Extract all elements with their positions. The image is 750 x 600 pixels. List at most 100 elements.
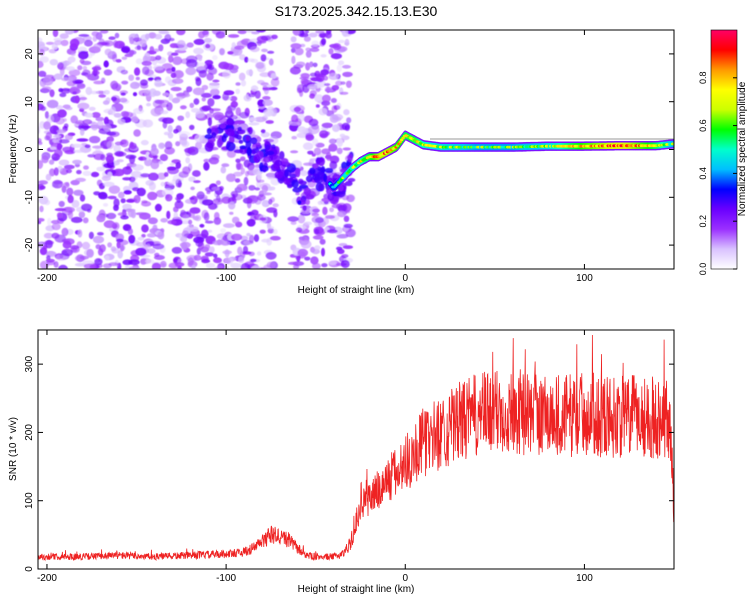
- noise-blob: [166, 210, 171, 220]
- noise-blob: [177, 115, 185, 121]
- noise-blob: [108, 185, 121, 194]
- noise-blob: [101, 175, 111, 182]
- noise-blob: [129, 155, 136, 164]
- noise-blob: [190, 186, 195, 191]
- noise-blob: [178, 131, 191, 137]
- noise-blob: [100, 30, 109, 34]
- noise-blob: [171, 97, 181, 104]
- noise-blob: [242, 245, 249, 254]
- noise-blob: [94, 258, 103, 266]
- noise-blob: [195, 238, 204, 247]
- noise-cluster: [303, 187, 312, 196]
- noise-blob: [116, 238, 124, 243]
- noise-blob: [291, 135, 298, 140]
- noise-blob: [127, 228, 133, 235]
- noise-blob: [270, 77, 280, 87]
- noise-blob: [173, 211, 178, 220]
- noise-blob: [170, 86, 182, 92]
- noise-blob: [119, 244, 125, 252]
- noise-blob: [210, 88, 220, 97]
- noise-blob: [132, 164, 144, 171]
- noise-cluster: [238, 139, 244, 144]
- noise-blob: [246, 232, 251, 237]
- noise-blob: [182, 166, 191, 175]
- noise-blob: [315, 104, 320, 108]
- noise-blob: [309, 61, 314, 68]
- noise-blob: [107, 195, 117, 200]
- noise-blob: [240, 167, 246, 175]
- noise-blob: [303, 36, 311, 42]
- noise-blob: [62, 118, 67, 122]
- noise-blob: [77, 102, 90, 110]
- noise-blob: [300, 170, 308, 177]
- noise-blob: [39, 205, 44, 213]
- noise-blob: [43, 121, 51, 130]
- noise-blob: [120, 198, 126, 204]
- noise-blob: [215, 180, 221, 186]
- noise-blob: [240, 79, 247, 87]
- noise-blob: [38, 242, 43, 249]
- noise-blob: [103, 69, 113, 76]
- noise-blob: [158, 161, 163, 165]
- y-tick-label: -20: [24, 237, 35, 252]
- noise-blob: [38, 103, 45, 111]
- noise-cluster: [317, 156, 325, 167]
- noise-blob: [320, 69, 330, 76]
- noise-blob: [260, 35, 272, 41]
- noise-blob: [83, 165, 89, 170]
- noise-blob: [234, 45, 245, 50]
- noise-blob: [56, 129, 67, 134]
- noise-blob: [254, 187, 261, 191]
- noise-blob: [140, 139, 149, 146]
- noise-blob: [287, 261, 300, 265]
- colorbar-tick-label: 0.8: [698, 72, 708, 85]
- noise-blob: [140, 79, 148, 86]
- noise-blob: [49, 125, 60, 135]
- noise-blob: [325, 215, 336, 219]
- noise-blob: [135, 58, 143, 65]
- noise-blob: [158, 44, 164, 52]
- noise-blob: [133, 37, 142, 42]
- noise-blob: [263, 108, 274, 117]
- noise-cluster: [327, 193, 335, 201]
- noise-blob: [121, 56, 128, 60]
- noise-blob: [134, 67, 141, 76]
- noise-blob: [78, 211, 86, 219]
- x-tick-label: -100: [216, 273, 236, 284]
- noise-blob: [167, 220, 177, 225]
- noise-cluster: [236, 134, 242, 140]
- noise-blob: [247, 58, 255, 62]
- y-tick-label: 300: [24, 355, 35, 372]
- noise-blob: [64, 134, 73, 141]
- noise-blob: [136, 187, 146, 197]
- noise-cluster: [251, 149, 256, 155]
- noise-blob: [249, 46, 260, 53]
- noise-cluster: [225, 141, 236, 152]
- noise-cluster: [255, 142, 261, 148]
- noise-blob: [96, 120, 104, 129]
- colorbar-label: Normalized spectral amplitude: [737, 81, 748, 216]
- noise-blob: [342, 245, 354, 250]
- snr-series-line: [38, 335, 674, 562]
- noise-blob: [324, 31, 332, 39]
- noise-blob: [120, 69, 128, 75]
- noise-blob: [246, 195, 259, 204]
- noise-blob: [64, 30, 74, 35]
- noise-blob: [83, 263, 96, 269]
- noise-blob: [91, 112, 101, 118]
- noise-blob: [227, 34, 240, 38]
- noise-blob: [186, 59, 198, 68]
- noise-blob: [262, 99, 273, 106]
- noise-blob: [343, 109, 350, 116]
- noise-blob: [313, 147, 322, 156]
- noise-blob: [177, 180, 182, 188]
- noise-blob: [45, 173, 52, 181]
- noise-blob: [154, 203, 162, 212]
- noise-blob: [148, 172, 159, 181]
- noise-cluster: [317, 166, 322, 172]
- noise-blob: [104, 255, 110, 261]
- noise-blob: [230, 262, 242, 269]
- noise-blob: [84, 144, 91, 149]
- noise-blob: [133, 194, 141, 204]
